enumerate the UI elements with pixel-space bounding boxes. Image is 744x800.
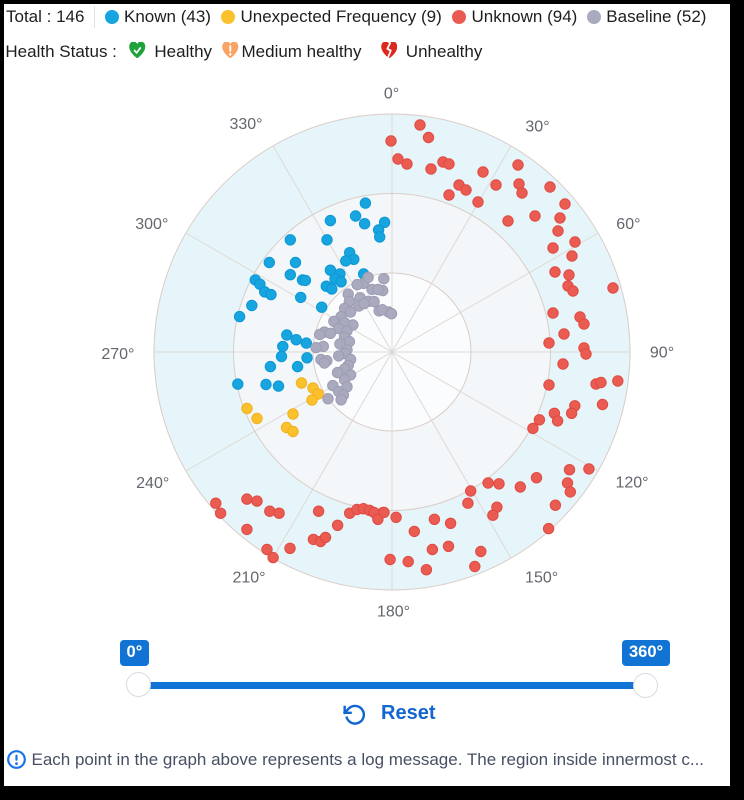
svg-text:240°: 240° <box>136 475 169 492</box>
svg-text:150°: 150° <box>525 569 558 586</box>
svg-text:60°: 60° <box>616 216 640 233</box>
svg-text:180°: 180° <box>377 604 410 621</box>
svg-text:0°: 0° <box>384 86 399 103</box>
svg-text:210°: 210° <box>232 569 265 586</box>
svg-text:90°: 90° <box>650 344 674 361</box>
svg-text:300°: 300° <box>135 216 168 233</box>
svg-text:270°: 270° <box>101 346 134 363</box>
svg-text:120°: 120° <box>615 475 648 492</box>
svg-text:30°: 30° <box>525 118 549 135</box>
svg-text:330°: 330° <box>229 116 262 133</box>
